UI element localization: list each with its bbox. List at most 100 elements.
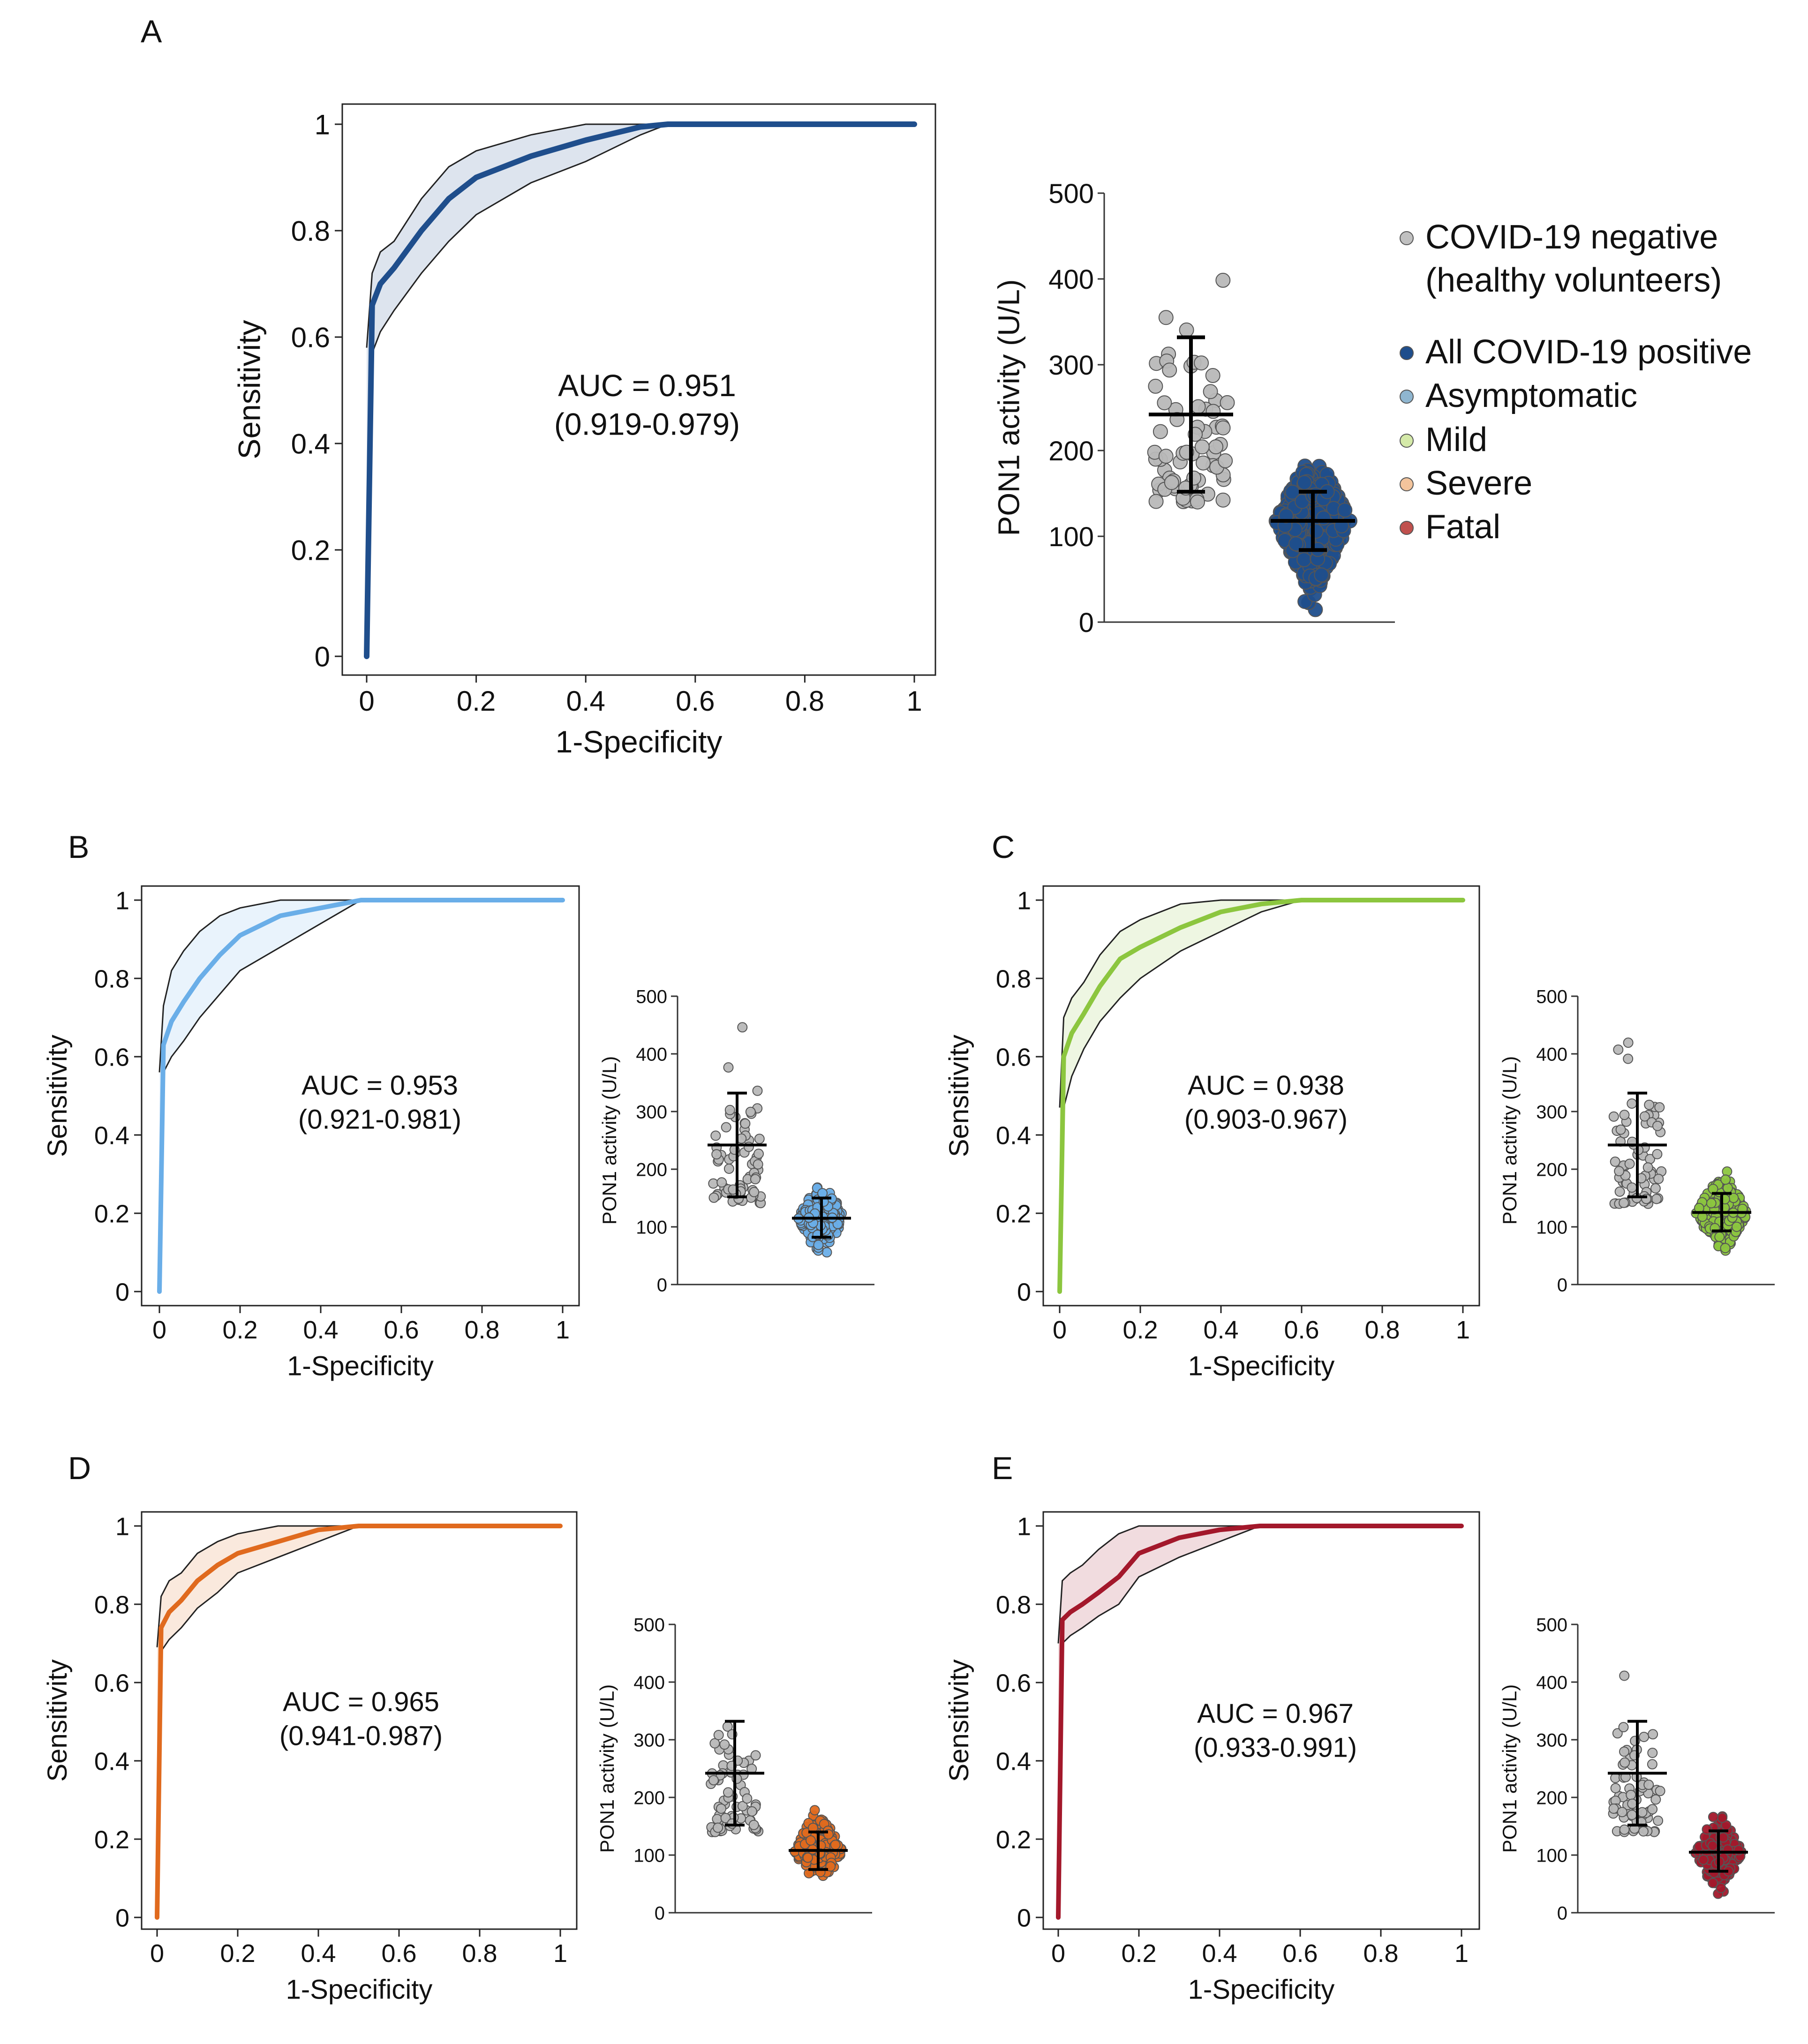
data-point [1153,424,1168,439]
y-tick-label: 100 [636,1217,667,1238]
y-tick-label: 0 [115,1904,129,1932]
data-point [1647,1759,1657,1770]
y-tick-label: 1 [115,1512,129,1541]
data-point [1615,1124,1626,1135]
x-tick-label: 0 [150,1939,164,1968]
legend-marker [1400,434,1414,448]
y-tick-label: 400 [1048,264,1094,295]
y-tick-label: 0.6 [94,1669,129,1697]
y-tick-label: 0 [1017,1904,1031,1932]
auc-label: AUC = 0.951 [558,368,736,403]
y-tick-label: 1 [1017,887,1031,915]
x-tick-label: 1 [553,1939,567,1968]
data-point [1626,1789,1636,1800]
data-point [1650,1794,1661,1805]
y-tick-label: 0.6 [291,322,330,353]
data-point [1717,1812,1728,1823]
data-point [1650,1183,1661,1194]
roc-curve [1056,1524,1464,1920]
data-point [723,1062,734,1073]
data-point [753,1149,764,1159]
data-point [710,1130,721,1141]
data-point [1164,475,1179,490]
data-point [1647,1748,1658,1758]
data-point [1194,355,1209,371]
data-point [723,1787,733,1798]
y-tick-label: 100 [1536,1217,1567,1238]
y-tick-label: 300 [1048,350,1094,381]
data-point [713,1822,723,1833]
panel-label-c: C [992,829,1015,865]
y-axis-label: Sensitivity [42,1659,73,1781]
data-point [1179,322,1194,338]
x-tick-label: 0.6 [1284,1316,1319,1344]
y-tick-label: 0.6 [996,1043,1031,1071]
data-point [1647,1804,1658,1815]
legend-label: Fatal [1425,508,1500,546]
y-tick-label: 1 [315,109,330,141]
roc-panel-e: 0 0.2 0.4 0.6 0.8 1 0 0.2 0.4 0.6 0.8 1 1-Specificit… [944,1511,1480,2005]
auc-ci-label: (0.933-0.991) [1194,1733,1357,1763]
y-tick-label: 100 [1536,1845,1567,1866]
y-tick-label: 300 [1536,1730,1567,1751]
auc-label: AUC = 0.967 [1197,1698,1354,1729]
auc-label: AUC = 0.953 [301,1070,458,1101]
data-point [1158,310,1174,325]
data-point [737,1022,748,1033]
data-point [1638,1826,1649,1837]
data-point [754,1134,765,1144]
auc-ci-label: (0.921-0.981) [298,1105,461,1135]
y-tick-label: 0.2 [996,1200,1031,1228]
data-point [1613,1045,1624,1055]
x-tick-label: 0.8 [1364,1316,1400,1344]
data-point [737,1801,748,1811]
data-point [1619,1824,1630,1835]
panel-label-e: E [992,1450,1013,1486]
x-tick-label: 0 [1051,1939,1065,1968]
data-point [713,1730,724,1740]
x-tick-label: 1 [1456,1316,1470,1344]
data-point [1651,1194,1662,1204]
data-point [1148,494,1164,509]
legend-marker [1400,477,1414,491]
data-point [1296,552,1312,567]
ci-upper-line [1057,1525,1461,1644]
auc-label: AUC = 0.965 [283,1687,439,1717]
dots-negative [1608,1037,1667,1209]
roc-frame [141,885,580,1307]
data-point [1654,1102,1665,1112]
panel-label-a: A [141,14,162,49]
y-tick-label: 500 [1048,179,1094,209]
y-tick-label: 0.2 [291,535,330,566]
data-point [745,1106,756,1117]
ci-lower-line [1059,899,1463,1292]
x-tick-label: 0.6 [1282,1939,1318,1968]
y-tick-label: 100 [633,1845,665,1866]
data-point [813,1240,824,1250]
roc-panel-d: 0 0.2 0.4 0.6 0.8 1 0 0.2 0.4 0.6 0.8 1 1-Specificit… [42,1511,578,2005]
data-point [1708,1878,1718,1888]
data-point [1148,378,1163,394]
data-point [1617,1807,1627,1818]
y-axis-label: PON1 activity (U/L) [596,1684,618,1853]
data-point [1652,1120,1663,1131]
x-tick-label: 0 [359,685,374,717]
data-point [1637,1807,1648,1818]
data-point [716,1804,726,1814]
y-tick-label: 0.8 [94,1591,129,1619]
data-point [716,1177,727,1188]
y-tick-label: 0 [1017,1278,1031,1306]
data-point [1608,1804,1619,1814]
x-tick-label: 0.4 [303,1316,338,1344]
legend-label: All COVID-19 positive [1425,333,1752,371]
data-point [1162,362,1177,378]
x-tick-label: 1 [1454,1939,1469,1968]
data-point [1627,1182,1637,1193]
y-tick-label: 0.8 [996,1591,1031,1619]
y-tick-label: 200 [636,1159,667,1180]
pon1-scatter-d-scatter: 0 100 200 300 400 500 PON1 activity (U/L) [596,1615,872,1924]
data-point [1708,1811,1718,1822]
roc-panel-c: 0 0.2 0.4 0.6 0.8 1 0 0.2 0.4 0.6 0.8 1 1-Specificit… [944,885,1480,1381]
data-point [746,1806,757,1817]
y-tick-label: 500 [1536,1615,1567,1635]
